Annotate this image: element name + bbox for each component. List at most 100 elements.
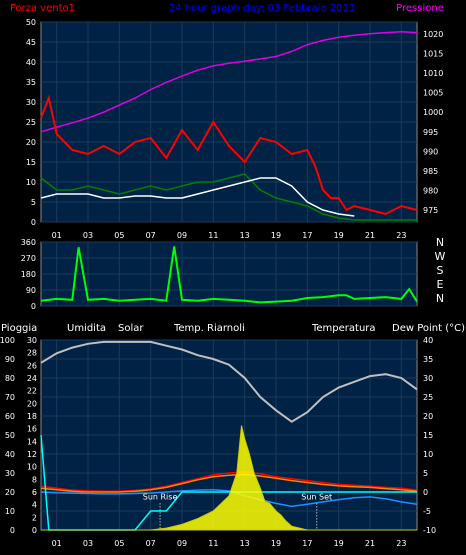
temperature-axis-tick: 30 bbox=[423, 374, 433, 383]
compass-label: E bbox=[437, 278, 444, 291]
temperature-axis-tick: 35 bbox=[423, 355, 433, 364]
hour-axis-tick: 21 bbox=[365, 539, 375, 548]
direction-axis-tick: 90 bbox=[26, 286, 36, 295]
rain-axis-tick: 2 bbox=[32, 513, 37, 522]
hour-axis-tick: 17 bbox=[302, 539, 312, 548]
pressure-title: Pressione bbox=[396, 3, 444, 14]
humidity-axis-tick: 30 bbox=[5, 469, 15, 478]
pressure-axis-tick: 985 bbox=[423, 167, 438, 176]
rain-axis-tick: 26 bbox=[27, 361, 37, 370]
humidity-axis-tick: 60 bbox=[5, 412, 15, 421]
humidity-axis-tick: 100 bbox=[0, 336, 15, 345]
pressure-series-line bbox=[40, 31, 418, 133]
direction-series-line bbox=[40, 246, 418, 304]
hour-axis-tick: 07 bbox=[146, 539, 156, 548]
wind-axis-tick: 30 bbox=[26, 98, 36, 107]
rain-axis-tick: 4 bbox=[32, 501, 37, 510]
temperature-axis-tick: 25 bbox=[423, 393, 433, 402]
wind-axis-tick: 25 bbox=[26, 118, 36, 127]
direction-axis-tick: 270 bbox=[21, 254, 36, 263]
pressure-axis-tick: 1010 bbox=[423, 69, 443, 78]
sun-marker-label: Sun Set bbox=[301, 493, 332, 502]
pressure-axis-tick: 995 bbox=[423, 128, 438, 137]
direction-axis-tick: 0 bbox=[31, 302, 36, 311]
hour-axis-tick: 09 bbox=[177, 539, 187, 548]
hour-axis-tick: 05 bbox=[114, 231, 124, 240]
rain-axis-tick: 20 bbox=[27, 399, 37, 408]
temperature-axis-tick: -10 bbox=[423, 526, 436, 535]
hour-axis-tick: 23 bbox=[396, 231, 406, 240]
pressure-axis-tick: 1005 bbox=[423, 89, 443, 98]
wind-axis-tick: 35 bbox=[26, 78, 36, 87]
rain-axis-tick: 28 bbox=[27, 349, 37, 358]
chart-title: 24 hour graph day: 03 Febbraio 2013 bbox=[169, 3, 355, 14]
hour-axis-tick: 03 bbox=[83, 539, 93, 548]
wind-axis-tick: 0 bbox=[31, 218, 36, 227]
hour-axis-tick: 23 bbox=[396, 539, 406, 548]
temperature-axis-tick: 0 bbox=[423, 488, 428, 497]
legend-label: Pioggia bbox=[1, 323, 37, 334]
hour-axis-tick: 17 bbox=[302, 231, 312, 240]
hour-axis-tick: 09 bbox=[177, 231, 187, 240]
wind-axis-tick: 50 bbox=[26, 18, 36, 27]
humidity-axis-tick: 70 bbox=[5, 393, 15, 402]
humidity-axis-tick: 20 bbox=[5, 488, 15, 497]
temperature-axis-tick: 10 bbox=[423, 450, 433, 459]
hour-axis-tick: 07 bbox=[146, 231, 156, 240]
sun-marker-label: Sun Rise bbox=[143, 493, 178, 502]
temperature-axis-tick: 15 bbox=[423, 431, 433, 440]
compass-label: N bbox=[436, 292, 444, 305]
temperature-series-line bbox=[40, 471, 418, 492]
hour-axis-tick: 11 bbox=[208, 539, 218, 548]
legend-label: Temperatura bbox=[311, 323, 376, 334]
hour-axis-tick: 03 bbox=[83, 231, 93, 240]
rain-axis-tick: 22 bbox=[27, 387, 37, 396]
hour-axis-tick: 19 bbox=[334, 231, 344, 240]
compass-label: N bbox=[436, 236, 444, 249]
rain-axis-tick: 14 bbox=[27, 437, 37, 446]
temperature-axis-tick: 5 bbox=[423, 469, 428, 478]
direction-axis-tick: 360 bbox=[21, 238, 36, 247]
hour-axis-tick: 11 bbox=[208, 231, 218, 240]
rain-axis-tick: 30 bbox=[27, 336, 37, 345]
rain-axis-tick: 8 bbox=[32, 475, 37, 484]
humidity-series-line bbox=[40, 340, 418, 423]
humidity-axis-tick: 90 bbox=[5, 355, 15, 364]
humidity-axis-tick: 0 bbox=[10, 526, 15, 535]
temp_other-series-line bbox=[40, 473, 418, 493]
wind-axis-tick: 20 bbox=[26, 138, 36, 147]
wind-axis-tick: 15 bbox=[26, 158, 36, 167]
humidity-axis-tick: 80 bbox=[5, 374, 15, 383]
rain-axis-tick: 24 bbox=[27, 374, 37, 383]
wind-axis-tick: 45 bbox=[26, 38, 36, 47]
rain-axis-tick: 0 bbox=[32, 526, 37, 535]
pressure-axis-tick: 975 bbox=[423, 206, 438, 215]
hour-axis-tick: 19 bbox=[271, 231, 281, 240]
rain-axis-tick: 12 bbox=[27, 450, 37, 459]
wind-axis-tick: 40 bbox=[26, 58, 36, 67]
wind-axis-tick: 5 bbox=[31, 198, 36, 207]
wind-series-line bbox=[40, 173, 417, 221]
temperature-axis-tick: 40 bbox=[423, 336, 433, 345]
solar-series-area bbox=[41, 425, 417, 531]
pressure-axis-tick: 990 bbox=[423, 147, 438, 156]
legend-label: Temp. Riarnoli bbox=[173, 323, 245, 334]
wind-axis-tick: 10 bbox=[26, 178, 36, 187]
wind-title: Forza vento1 bbox=[10, 3, 75, 14]
rain-axis-tick: 6 bbox=[32, 488, 37, 497]
humidity-axis-tick: 50 bbox=[5, 431, 15, 440]
temperature-axis-tick: -5 bbox=[423, 507, 431, 516]
legend-label: Solar bbox=[118, 323, 144, 334]
legend-label: Dew Point (°C) bbox=[392, 323, 465, 334]
compass-label: S bbox=[437, 264, 444, 277]
hour-axis-tick: 21 bbox=[365, 231, 375, 240]
rain-axis-tick: 18 bbox=[27, 412, 37, 421]
hour-axis-tick: 19 bbox=[271, 539, 281, 548]
hour-axis-tick: 01 bbox=[52, 539, 62, 548]
hour-axis-tick: 01 bbox=[52, 231, 62, 240]
compass-label: W bbox=[435, 250, 446, 263]
legend-label: Umidita bbox=[67, 323, 106, 334]
hour-axis-tick: 13 bbox=[240, 539, 250, 548]
direction-axis-tick: 180 bbox=[21, 270, 36, 279]
